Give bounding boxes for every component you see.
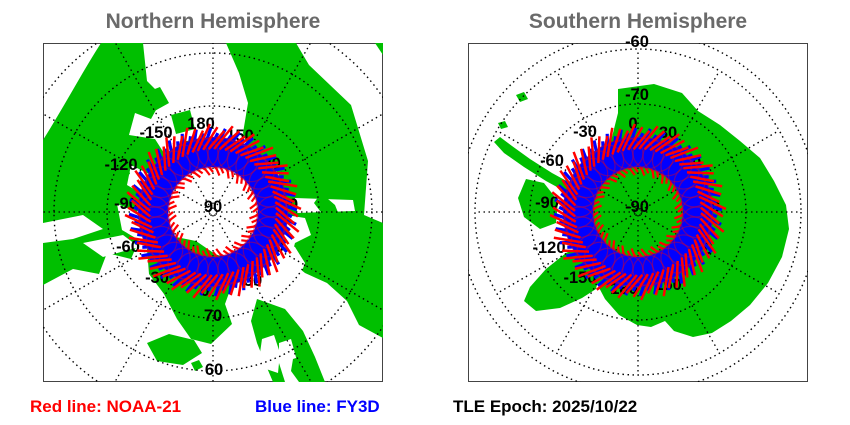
map-label: 60 — [205, 361, 223, 379]
satellite-coverage-band — [549, 123, 727, 301]
tle-epoch-label: TLE Epoch: 2025/10/22 — [453, 397, 638, 416]
map-label: -90 — [535, 194, 559, 212]
map-label: -90 — [625, 198, 649, 216]
north-map-title: Northern Hemisphere — [105, 10, 321, 33]
graticule — [468, 43, 808, 382]
satellite-coverage-band — [124, 123, 302, 301]
map-label: -60 — [625, 33, 649, 51]
map-label: -70 — [625, 86, 649, 104]
legend-blue-fy3d: Blue line: FY3D — [255, 397, 380, 416]
map-label: -30 — [573, 123, 597, 141]
map-label: 0 — [628, 115, 637, 133]
south-map-title: Southern Hemisphere — [528, 10, 748, 33]
legend-red-noaa21: Red line: NOAA-21 — [30, 397, 182, 416]
map-label: 30 — [659, 124, 677, 142]
map-label: 90 — [204, 198, 222, 216]
graticule — [43, 43, 383, 382]
map-label: -60 — [116, 238, 140, 256]
map-label: -150 — [139, 124, 172, 142]
map-label: -60 — [540, 152, 564, 170]
map-label: -120 — [104, 156, 137, 174]
map-label: 70 — [204, 307, 222, 325]
southern-hemisphere-map: -60-70-900 306090120150180-150-120-90-60-… — [468, 33, 808, 382]
map-label: -120 — [532, 239, 565, 257]
